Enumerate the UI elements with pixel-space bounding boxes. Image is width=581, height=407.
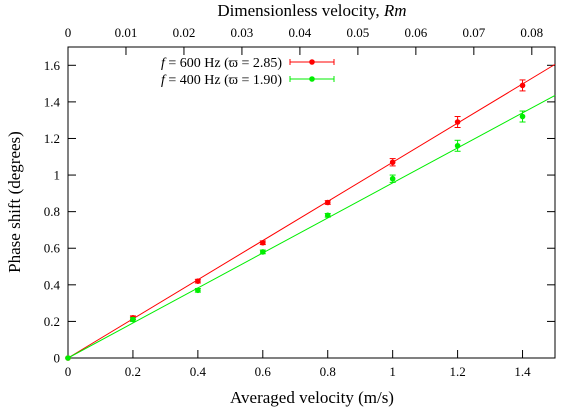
x2-tick-label: 0.01 bbox=[115, 25, 138, 40]
data-point-series-0 bbox=[519, 82, 526, 89]
legend-marker-1 bbox=[309, 76, 315, 82]
x-tick-label: 1.4 bbox=[514, 364, 531, 379]
y-tick-label: 1 bbox=[54, 168, 61, 183]
y-tick-label: 0 bbox=[54, 351, 61, 366]
legend-marker-0 bbox=[309, 59, 315, 65]
x2-tick-label: 0.04 bbox=[289, 25, 312, 40]
x2-axis-ticks: 0 0.01 0.02 0.03 0.04 0.05 0.06 0.07 0.08 bbox=[65, 25, 543, 55]
y-axis-ticks: 0 0.2 0.4 0.6 0.8 1 1.2 1.4 1.6 bbox=[44, 58, 555, 366]
y-tick-label: 1.2 bbox=[44, 131, 60, 146]
plot-frame bbox=[67, 46, 556, 359]
x-tick-label: 1 bbox=[389, 364, 396, 379]
data-point-series-1 bbox=[454, 142, 461, 149]
y-tick-label: 1.6 bbox=[44, 58, 61, 73]
y-tick-label: 0.6 bbox=[44, 241, 61, 256]
data-point-series-0 bbox=[195, 278, 201, 284]
legend-label-prefix: f bbox=[161, 73, 167, 88]
y-tick-label: 0.8 bbox=[44, 204, 60, 219]
data-point-series-1 bbox=[130, 316, 136, 323]
data-point-series-1 bbox=[195, 287, 201, 294]
fit-lines bbox=[67, 63, 556, 359]
data-point-series-1 bbox=[324, 212, 331, 219]
y-tick-label: 0.2 bbox=[44, 314, 60, 329]
data-point-series-1 bbox=[389, 175, 396, 182]
x2-tick-label: 0.08 bbox=[520, 25, 543, 40]
x2-tick-label: 0 bbox=[65, 25, 72, 40]
x-axis-ticks: 0 0.2 0.4 0.6 0.8 1 1.2 1.4 bbox=[65, 350, 531, 379]
x-axis-title: Averaged velocity (m/s) bbox=[230, 388, 394, 407]
x2-tick-label: 0.05 bbox=[347, 25, 370, 40]
y-axis-title: Phase shift (degrees) bbox=[5, 131, 24, 273]
data-point-series-0 bbox=[389, 159, 396, 166]
legend-label-rest: = 600 Hz (ϖ = 2.85) bbox=[165, 56, 282, 71]
data-point-series-0 bbox=[260, 239, 266, 246]
data-point-series-0 bbox=[454, 119, 461, 125]
x-tick-label: 0.8 bbox=[320, 364, 336, 379]
legend-label-0: f = 600 Hz (ϖ = 2.85) bbox=[161, 56, 282, 71]
legend-label-1: f = 400 Hz (ϖ = 1.90) bbox=[161, 73, 282, 88]
x-tick-label: 0.2 bbox=[125, 364, 141, 379]
y-tick-label: 1.4 bbox=[44, 94, 61, 109]
x2-tick-label: 0.02 bbox=[173, 25, 196, 40]
data-point-series-1 bbox=[65, 355, 71, 361]
y-tick-label: 0.4 bbox=[44, 277, 61, 292]
legend: f = 600 Hz (ϖ = 2.85)f = 400 Hz (ϖ = 1.9… bbox=[161, 56, 335, 88]
legend-label-rest: = 400 Hz (ϖ = 1.90) bbox=[165, 73, 282, 88]
x-tick-label: 0.6 bbox=[255, 364, 272, 379]
fit-line-series-0 bbox=[67, 63, 556, 359]
x-tick-label: 0.4 bbox=[190, 364, 207, 379]
x-tick-label: 1.2 bbox=[449, 364, 465, 379]
legend-label-prefix: f bbox=[161, 56, 167, 71]
x2-tick-label: 0.03 bbox=[231, 25, 254, 40]
data-points bbox=[65, 79, 526, 361]
x2-tick-label: 0.07 bbox=[462, 25, 485, 40]
data-point-series-1 bbox=[260, 249, 266, 255]
fit-line-series-1 bbox=[67, 94, 556, 359]
data-point-series-0 bbox=[324, 199, 331, 206]
data-point-series-1 bbox=[519, 113, 526, 120]
x2-tick-label: 0.06 bbox=[404, 25, 427, 40]
x-tick-label: 0 bbox=[65, 364, 72, 379]
x2-axis-title: Dimensionless velocity, Rm bbox=[217, 1, 406, 20]
